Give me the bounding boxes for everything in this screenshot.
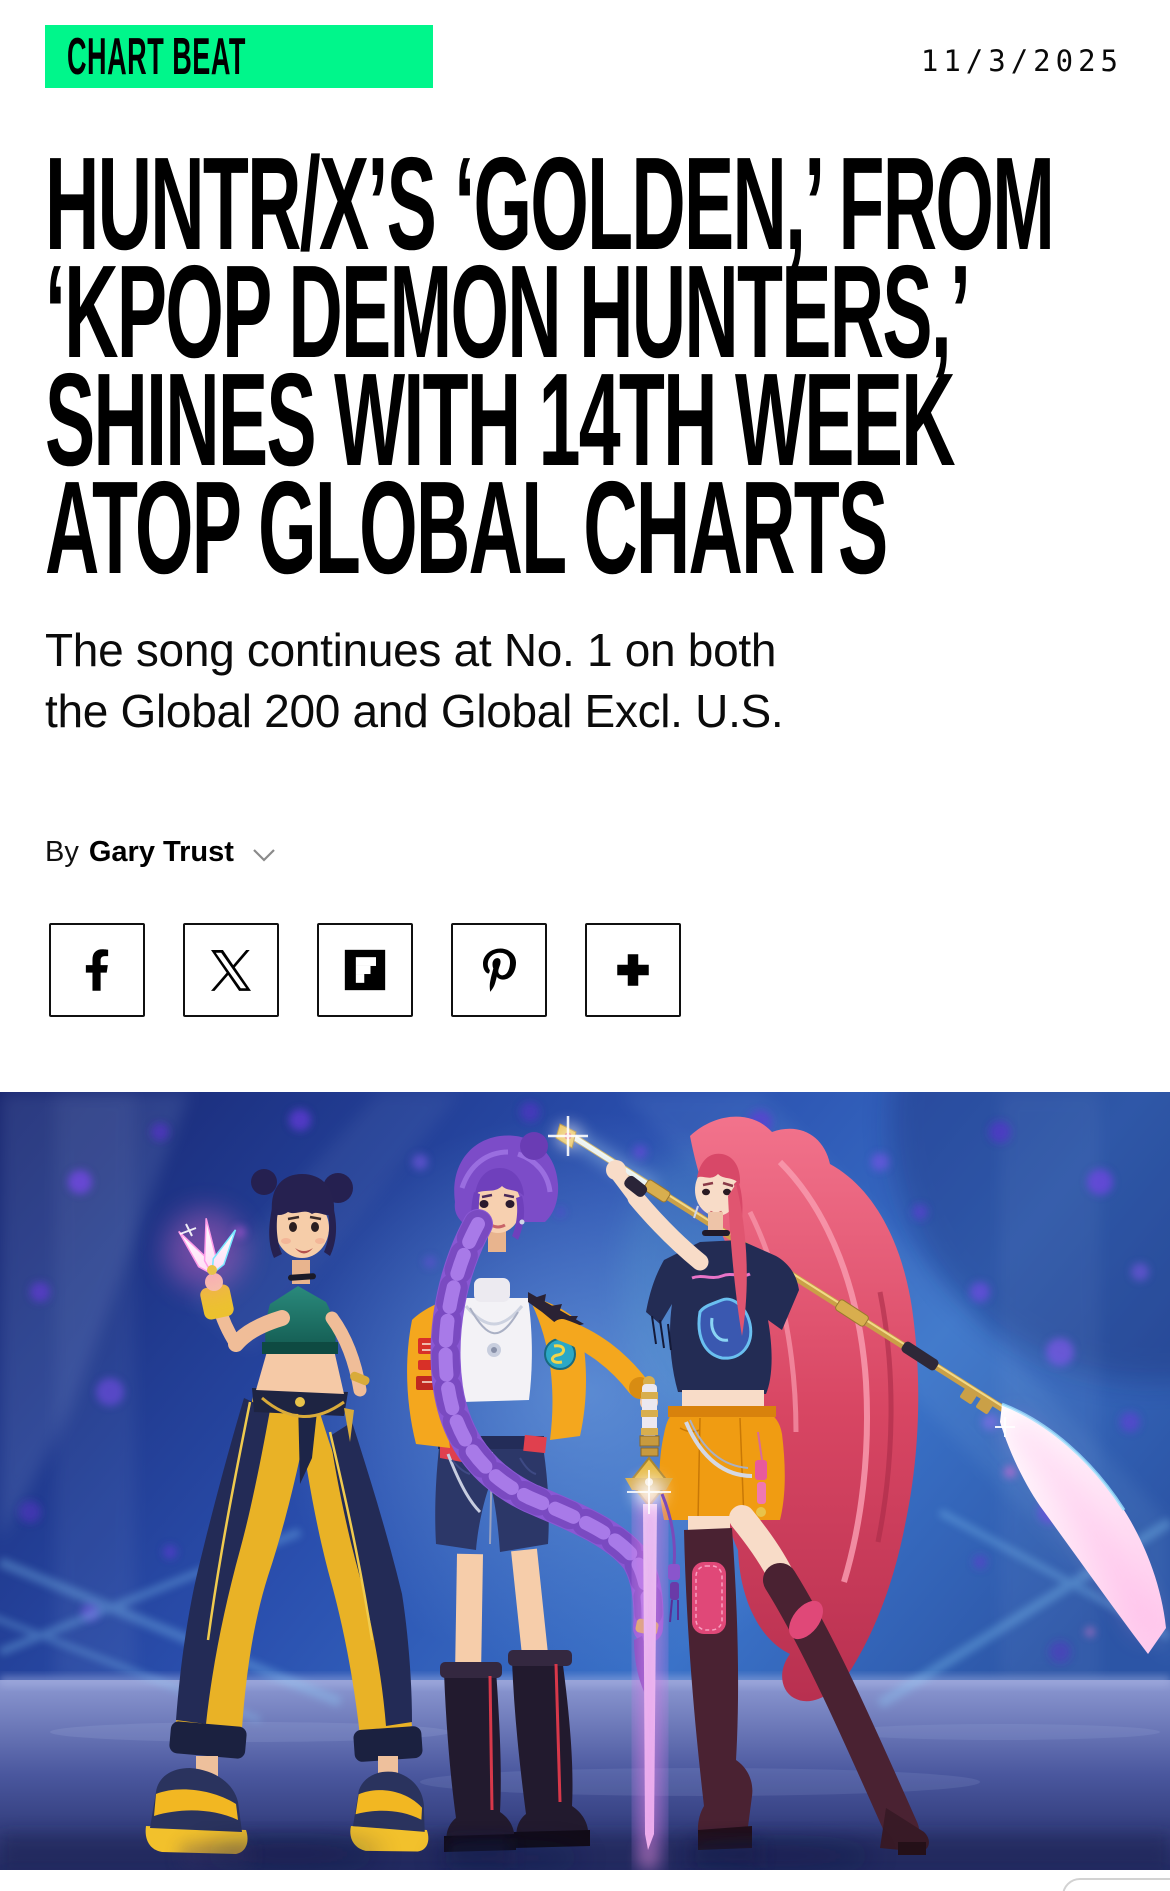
author-link[interactable]: Gary Trust [88,836,234,868]
headline-line: HUNTR/X’S ‘GOLDEN,’ FROM [45,130,1055,277]
article-headline: HUNTR/X’S ‘GOLDEN,’ FROM ‘KPOP DEMON HUN… [45,130,1170,601]
floating-widget[interactable] [1062,1878,1170,1891]
glowing-shuriken [165,1210,245,1290]
hero-image [0,1092,1170,1870]
share-row [49,923,681,1017]
plus-icon [617,954,649,986]
category-badge[interactable]: CHART BEAT [45,25,434,88]
chevron-down-icon[interactable] [252,848,276,862]
headline-line: SHINES WITH 14TH WEEK [45,346,956,493]
article-subtitle: The song continues at No. 1 on both the … [45,620,784,742]
pinterest-icon [482,948,516,992]
headline-line: ‘KPOP DEMON HUNTERS,’ [45,238,971,385]
floor-reflections [180,1838,875,1870]
subtitle-line: The song continues at No. 1 on both [45,624,777,676]
headline-line: ATOP GLOBAL CHARTS [45,454,888,601]
share-more-button[interactable] [585,923,681,1017]
member-rumi [407,1132,664,1852]
flipboard-icon [344,949,386,991]
member-zoey [145,1169,429,1854]
glowing-sword [625,1376,680,1870]
share-pinterest-button[interactable] [451,923,547,1017]
bokeh-lights [19,1102,1149,1780]
share-facebook-button[interactable] [49,923,145,1017]
byline-prefix: By [45,836,79,868]
byline: By Gary Trust [45,836,276,869]
x-icon [211,949,251,991]
member-mira [548,1116,1166,1855]
share-flipboard-button[interactable] [317,923,413,1017]
share-x-button[interactable] [183,923,279,1017]
category-badge-label: CHART BEAT [67,27,246,86]
facebook-icon [85,949,109,991]
subtitle-line: the Global 200 and Global Excl. U.S. [45,685,784,737]
article-date: 11/3/2025 [920,44,1123,78]
